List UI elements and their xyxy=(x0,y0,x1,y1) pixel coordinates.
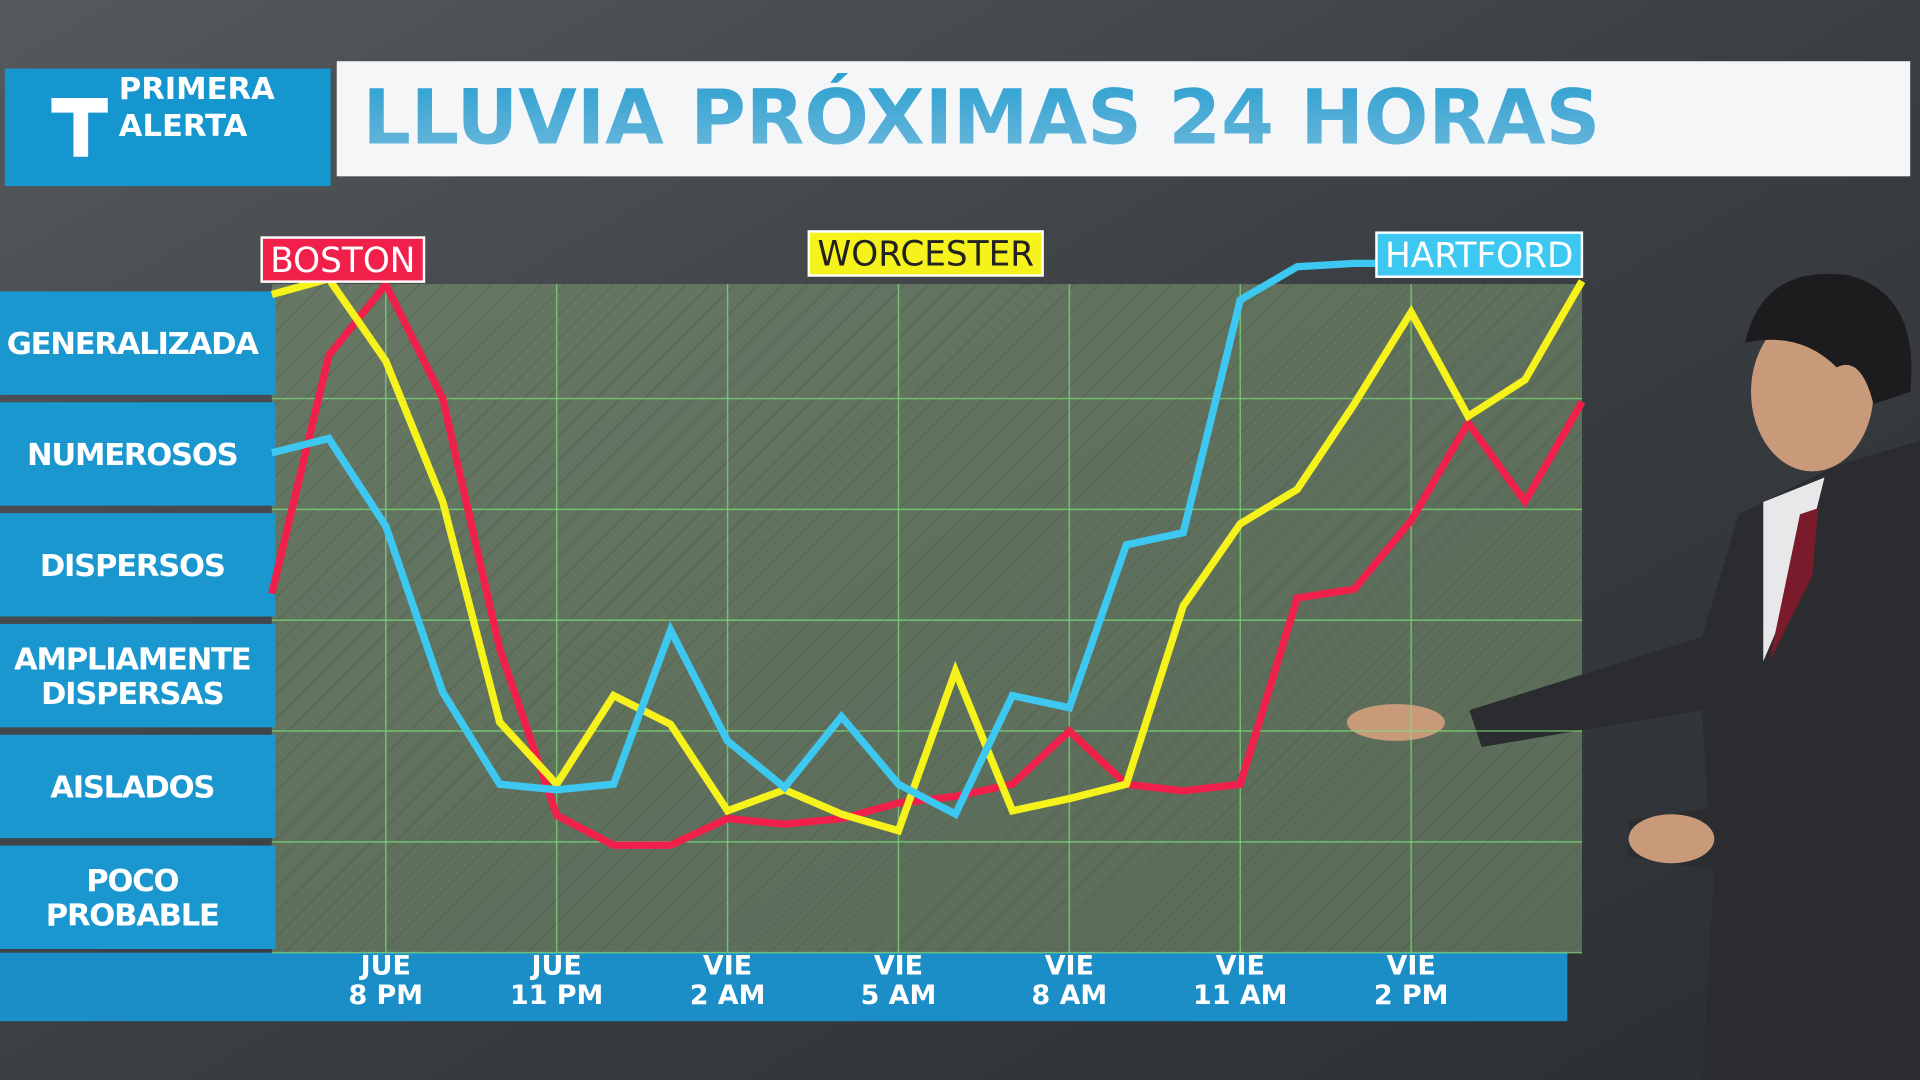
legend-label: HARTFORD xyxy=(1385,236,1573,276)
legend-box xyxy=(807,230,1044,277)
series-line xyxy=(270,274,1586,836)
x-tick-label: VIE 2 AM xyxy=(690,951,766,1011)
x-tick-label: VIE 8 AM xyxy=(1031,951,1107,1011)
y-level-box xyxy=(0,845,276,949)
y-level-box xyxy=(0,623,276,728)
y-tick-label: NUMEROSOS xyxy=(27,438,238,473)
logo-box xyxy=(4,68,331,187)
logo-icon xyxy=(51,97,108,157)
x-tick-label: VIE 2 PM xyxy=(1374,951,1449,1011)
y-tick-label: DISPERSOS xyxy=(40,549,225,584)
y-tick-label: AISLADOS xyxy=(50,770,214,805)
x-tick-label: JUE 8 PM xyxy=(348,951,423,1011)
title-bar xyxy=(336,61,1911,177)
y-level-box xyxy=(0,291,276,395)
plot-hatch xyxy=(271,284,1583,953)
x-tick-label: VIE 11 AM xyxy=(1193,951,1287,1011)
x-axis-bar xyxy=(0,952,1568,1022)
y-level-box xyxy=(0,734,276,839)
y-tick-label: AMPLIAMENTE DISPERSAS xyxy=(14,642,250,711)
y-tick-label: GENERALIZADA xyxy=(7,327,260,362)
legend-box xyxy=(260,236,426,283)
legend-label: WORCESTER xyxy=(817,235,1034,275)
chart-title: LLUVIA PRÓXIMAS 24 HORAS xyxy=(362,71,1600,161)
y-tick-label: POCO PROBABLE xyxy=(46,864,219,933)
x-tick-label: JUE 11 PM xyxy=(510,951,603,1011)
series-line xyxy=(270,259,1412,820)
y-level-box xyxy=(0,513,276,617)
legend-label: BOSTON xyxy=(270,241,415,281)
legend-box xyxy=(1375,231,1584,278)
x-tick-label: VIE 5 AM xyxy=(861,951,937,1011)
y-level-box xyxy=(0,402,276,506)
brand: PRIMERA ALERTA xyxy=(119,72,275,144)
